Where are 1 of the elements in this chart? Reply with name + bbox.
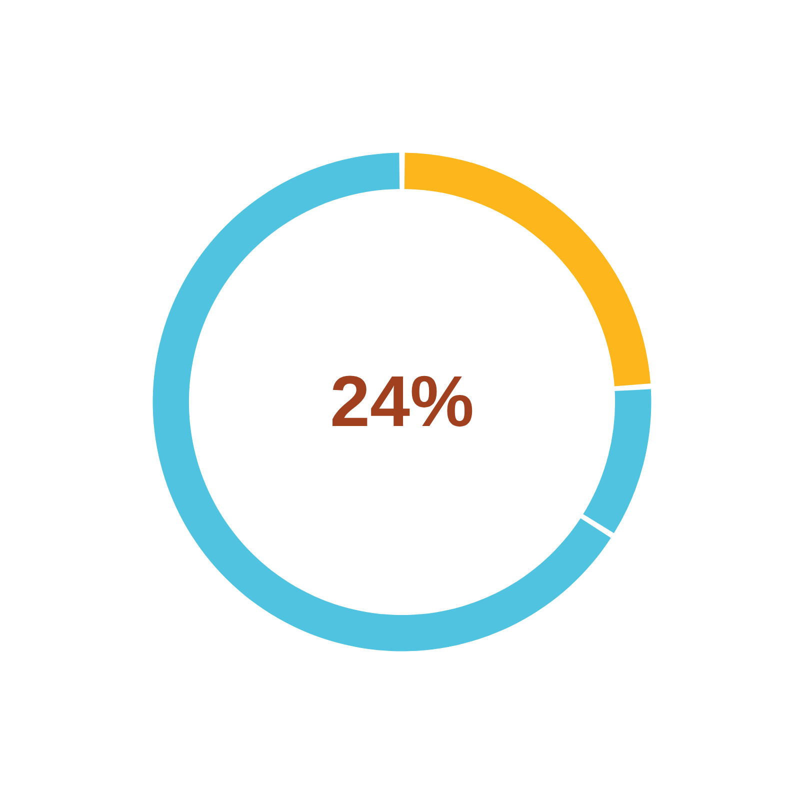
text: 24%	[330, 362, 474, 442]
